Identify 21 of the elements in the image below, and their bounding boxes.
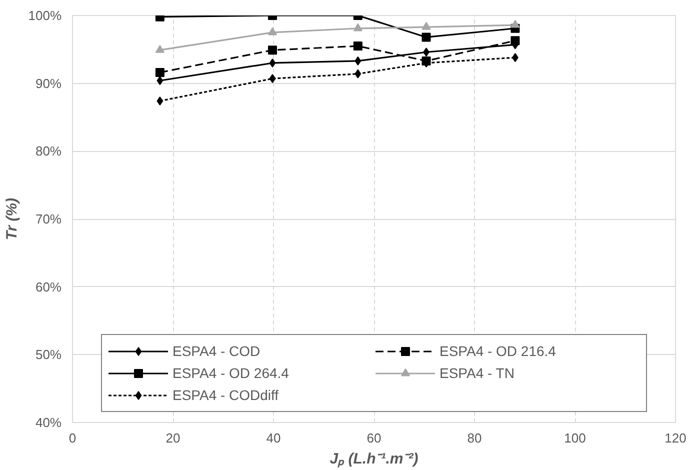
x-tick-label: 80 bbox=[467, 430, 482, 446]
y-tick-label: 60% bbox=[35, 279, 62, 294]
x-tick-label: 20 bbox=[166, 430, 180, 446]
y-tick-label: 80% bbox=[35, 144, 62, 159]
x-tick-label: 100 bbox=[564, 430, 586, 446]
legend-label: ESPA4 - TN bbox=[440, 365, 516, 381]
legend-label: ESPA4 - COD bbox=[172, 343, 262, 359]
legend-label: ESPA4 - OD 216.4 bbox=[440, 343, 557, 359]
y-tick-label: 50% bbox=[35, 347, 62, 362]
x-tick-label: 120 bbox=[664, 430, 686, 446]
y-tick-label: 70% bbox=[35, 212, 62, 226]
y-tick-label: 90% bbox=[35, 76, 62, 91]
x-tick-label: 60 bbox=[366, 430, 382, 446]
y-tick-label: 40% bbox=[35, 415, 62, 430]
y-tick-label: 100% bbox=[28, 8, 62, 23]
y-axis-title: Tr (%) bbox=[3, 198, 20, 240]
legend-label: ESPA4 - OD 264.4 bbox=[172, 365, 290, 381]
legend-label: ESPA4 - CODdiff bbox=[172, 387, 280, 403]
x-tick-label: 40 bbox=[266, 430, 281, 446]
x-tick-label: 0 bbox=[68, 430, 76, 446]
x-axis-title: Jₚ (L.h⁻¹.m⁻²) bbox=[330, 450, 418, 468]
